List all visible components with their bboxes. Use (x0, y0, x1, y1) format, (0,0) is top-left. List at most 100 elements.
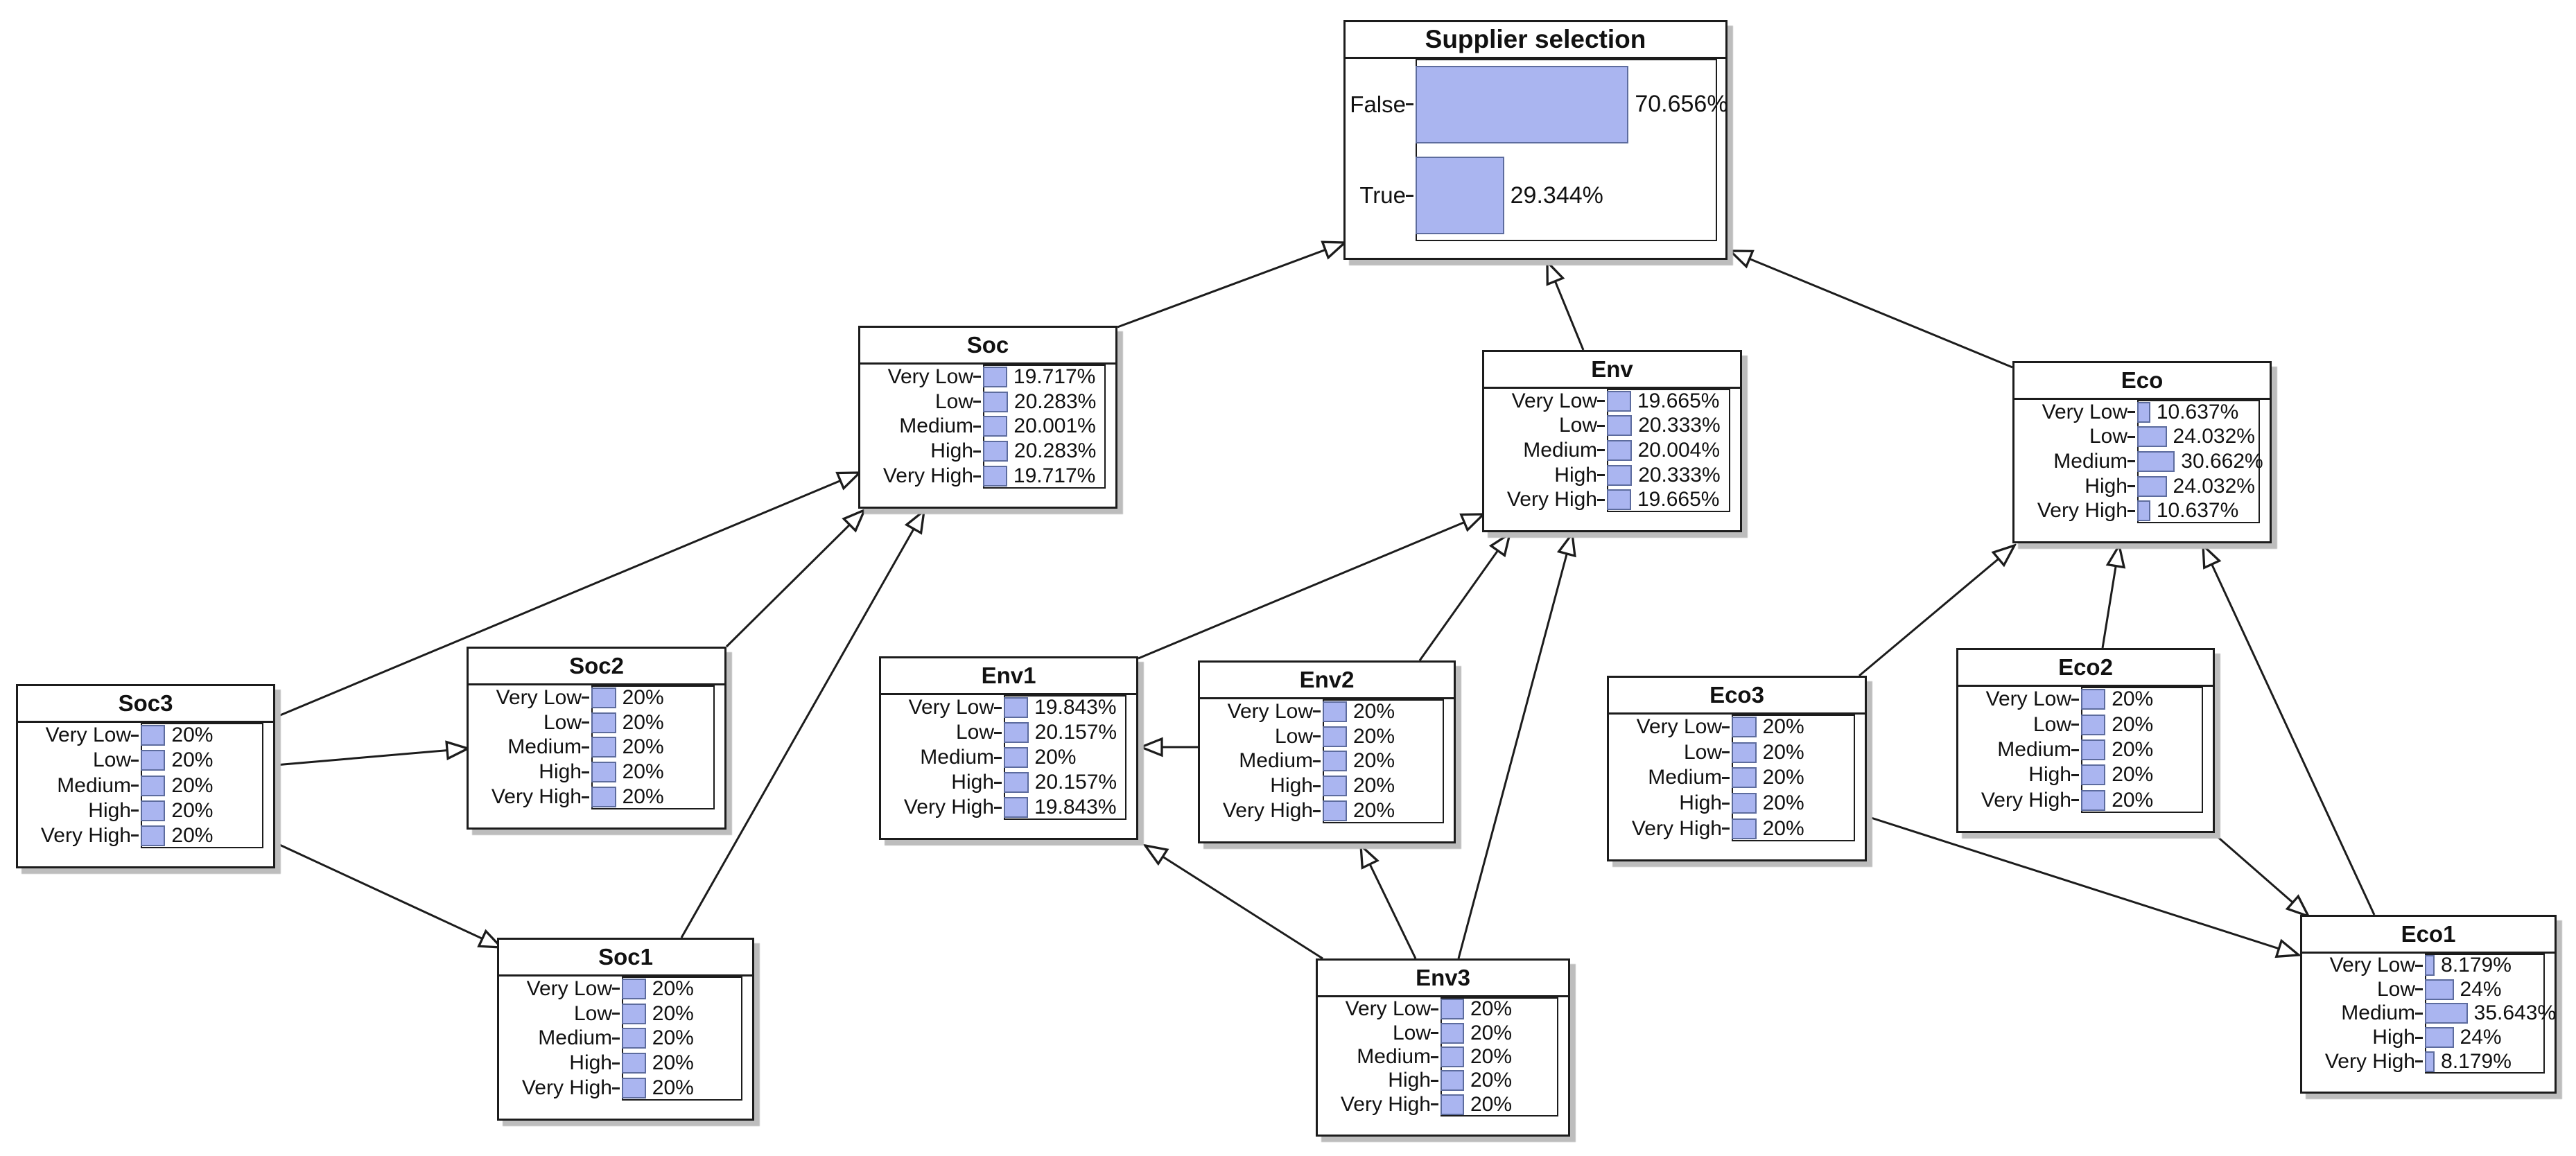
bar-area: 20% (620, 977, 742, 1001)
prob-bar (1607, 439, 1632, 461)
prob-value: 20% (2112, 763, 2154, 787)
bn-node-env[interactable]: Env Very Low 19.665% Low 20.333% Medium 20.004… (1482, 350, 1742, 532)
state-row: Very High 19.717% (860, 464, 1106, 489)
node-chart-soc2: Very Low 20% Low 20% Medium 20% High 20% Very Hi… (469, 685, 724, 827)
prob-value: 20% (1762, 816, 1804, 840)
prob-bar (2081, 739, 2106, 761)
tick-mark (582, 771, 589, 773)
state-row: Very Low 10.637% (2014, 400, 2260, 425)
state-row: Very High 20% (499, 1076, 742, 1101)
state-label: Very High (903, 796, 994, 818)
prob-bar (2137, 426, 2167, 448)
tick-mark (994, 706, 1002, 709)
node-chart-env1: Very Low 19.843% Low 20.157% Medium 20% High 20… (881, 695, 1136, 838)
node-title-env: Env (1484, 352, 1740, 389)
tick-mark (2127, 411, 2135, 414)
bar-area: 70.656% (1413, 59, 1728, 150)
state-label: Very Low (1345, 997, 1431, 1021)
prob-value: 20% (1034, 746, 1077, 769)
tick-mark (1722, 776, 1730, 779)
edge-eco3-eco (1859, 545, 2014, 677)
prob-bar (1607, 390, 1631, 412)
prob-value: 70.656% (1635, 91, 1728, 118)
tick-mark (1722, 751, 1730, 754)
prob-bar (591, 712, 616, 733)
prob-value: 20.333% (1638, 463, 1721, 487)
state-label: Medium (2341, 1001, 2415, 1025)
bar-area: 19.665% (1605, 487, 1730, 512)
prob-value: 19.843% (1034, 796, 1117, 818)
prob-bar (1732, 742, 1757, 763)
bn-node-soc2[interactable]: Soc2 Very Low 20% Low 20% Medium 20% High 20% Ver… (467, 647, 726, 830)
bn-node-env3[interactable]: Env3 Very Low 20% Low 20% Medium 20% High 20% Ver… (1316, 958, 1570, 1137)
tick-mark (1431, 1008, 1438, 1010)
bn-node-soc3[interactable]: Soc3 Very Low 20% Low 20% Medium 20% High 20% Ver… (16, 684, 275, 868)
state-label: Low (2033, 712, 2071, 736)
edge-env-supplier (1547, 262, 1585, 351)
node-title-soc1: Soc1 (499, 940, 752, 977)
bar-area: 24.032% (2135, 425, 2260, 450)
tick-mark (1597, 424, 1605, 427)
bn-node-eco3[interactable]: Eco3 Very Low 20% Low 20% Medium 20% High 20% Ver… (1607, 676, 1867, 861)
state-label: High (930, 439, 973, 463)
bar-area: 20% (620, 1076, 742, 1101)
plot-frame (1416, 59, 1717, 241)
bar-area: 20% (139, 723, 263, 748)
bn-node-soc[interactable]: Soc Very Low 19.717% Low 20.283% Medium 20.001… (858, 326, 1117, 509)
bar-area: 8.179% (2423, 954, 2545, 978)
edge-soc2-soc (725, 510, 864, 648)
state-rows: False 70.656% True 29.344% (1346, 59, 1728, 241)
bar-area: 20% (2079, 762, 2203, 787)
prob-bar (1441, 999, 1464, 1020)
bn-node-env1[interactable]: Env1 Very Low 19.843% Low 20.157% Medium 20% Hi… (879, 656, 1138, 840)
state-row: Medium 20% (1609, 765, 1855, 791)
node-chart-env3: Very Low 20% Low 20% Medium 20% High 20% Very Hi… (1318, 997, 1568, 1135)
prob-value: 24% (2460, 977, 2502, 1001)
state-rows: Very Low 20% Low 20% Medium 20% High 20% Very Hi… (18, 723, 263, 848)
state-rows: Very Low 20% Low 20% Medium 20% High 20% Very Hi… (1609, 715, 1855, 841)
state-row: Medium 20% (499, 1026, 742, 1051)
bn-node-eco1[interactable]: Eco1 Very Low 8.179% Low 24% Medium 35.643% Hig… (2300, 915, 2557, 1094)
state-row: Very High 8.179% (2302, 1049, 2545, 1074)
edge-env3-env (1457, 534, 1572, 959)
edge-soc3-soc2 (275, 748, 468, 767)
state-label: Very Low (496, 685, 582, 709)
state-row: Medium 20% (1318, 1045, 1558, 1069)
edge-eco-supplier (1730, 251, 2013, 369)
bn-node-eco2[interactable]: Eco2 Very Low 20% Low 20% Medium 20% High 20% Ver… (1956, 648, 2215, 833)
prob-bar (2081, 689, 2106, 710)
bn-node-eco[interactable]: Eco Very Low 10.637% Low 24.032% Medium 30.662… (2012, 361, 2272, 543)
prob-value: 20% (622, 685, 664, 709)
prob-bar (1441, 1070, 1464, 1092)
state-row: Very High 19.665% (1484, 487, 1730, 512)
bar-area: 19.843% (1002, 695, 1126, 720)
prob-bar (141, 800, 166, 821)
tick-mark (131, 834, 139, 837)
prob-bar (2137, 401, 2150, 423)
edge-eco2-eco (2101, 545, 2119, 649)
node-chart-soc: Very Low 19.717% Low 20.283% Medium 20.001% Hi… (860, 365, 1115, 507)
state-rows: Very Low 20% Low 20% Medium 20% High 20% Very Hi… (499, 977, 742, 1101)
prob-bar (1607, 415, 1633, 437)
prob-value: 24.032% (2173, 474, 2255, 498)
state-row: Very High 20% (1609, 816, 1855, 841)
state-label: High (2372, 1026, 2415, 1049)
edge-soc-supplier (1117, 243, 1345, 329)
prob-value: 20% (1353, 749, 1395, 773)
bn-node-env2[interactable]: Env2 Very Low 20% Low 20% Medium 20% High 20% Ver… (1198, 660, 1456, 843)
bn-node-supplier[interactable]: Supplier selection False 70.656% True 29.344… (1343, 20, 1728, 260)
tick-mark (2127, 509, 2135, 512)
state-label: True (1359, 182, 1406, 209)
node-chart-eco: Very Low 10.637% Low 24.032% Medium 30.662% Hi… (2014, 400, 2270, 541)
state-label: Low (934, 389, 973, 413)
prob-bar (1323, 800, 1347, 822)
tick-mark (2127, 435, 2135, 438)
node-chart-supplier: False 70.656% True 29.344% (1346, 59, 1728, 258)
state-row: Very Low 20% (1958, 687, 2203, 712)
state-row: High 24.032% (2014, 474, 2260, 499)
state-label: Very Low (1511, 389, 1597, 412)
bn-node-soc1[interactable]: Soc1 Very Low 20% Low 20% Medium 20% High 20% Ver… (497, 938, 754, 1121)
state-label: Very Low (1636, 715, 1722, 739)
prob-bar (1004, 722, 1029, 743)
tick-mark (1431, 1103, 1438, 1106)
